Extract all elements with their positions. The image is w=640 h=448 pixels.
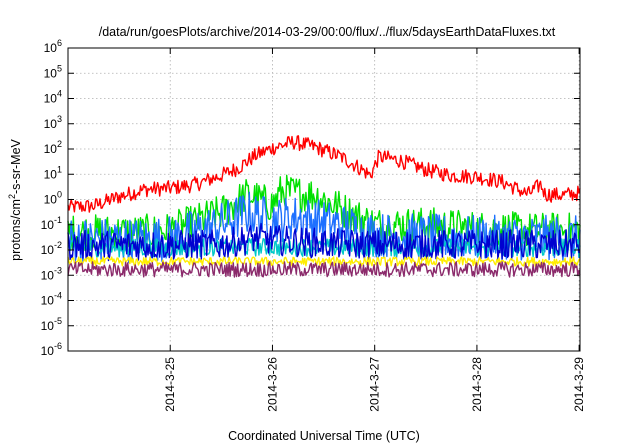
y-tick-label: 10-6 xyxy=(41,341,62,358)
y-tick-label: 106 xyxy=(44,38,62,55)
y-tick-label: 10-1 xyxy=(41,215,62,232)
series-line-6 xyxy=(67,261,581,278)
y-tick-label: 10-5 xyxy=(41,316,62,333)
y-axis-label-sup: 2 xyxy=(7,194,17,199)
y-tick-label: 103 xyxy=(44,114,62,131)
series-layer xyxy=(67,135,581,278)
y-tick-label: 10-2 xyxy=(41,240,62,257)
y-tick-label: 102 xyxy=(44,139,62,156)
y-tick-label: 10-3 xyxy=(41,265,62,282)
x-tick-label: 2014-3-27 xyxy=(368,357,382,412)
y-axis-label-rest: -s-sr-MeV xyxy=(9,138,23,194)
chart-title: /data/run/goesPlots/archive/2014-03-29/0… xyxy=(99,25,556,39)
x-axis-label: Coordinated Universal Time (UTC) xyxy=(228,429,420,443)
y-axis-label-base: protons/cm xyxy=(9,199,23,261)
y-axis-label: protons/cm2-s-sr-MeV xyxy=(7,138,23,260)
x-tick-label: 2014-3-29 xyxy=(572,357,586,412)
y-axis-ticks: 10-6 10-5 10-4 10-3 10-2 10-1 100 101 102 103 104 1… xyxy=(41,38,580,358)
y-tick-label: 101 xyxy=(44,164,62,181)
x-tick-label: 2014-3-26 xyxy=(265,357,279,412)
y-tick-label: 105 xyxy=(44,63,62,80)
x-tick-label: 2014-3-25 xyxy=(163,357,177,412)
y-tick-label: 10-4 xyxy=(41,291,62,308)
series-line-5 xyxy=(67,256,581,267)
series-line-4 xyxy=(67,222,581,262)
series-line-0 xyxy=(67,135,581,213)
grid-layer xyxy=(68,48,580,351)
x-axis-ticks: 2014-3-25 2014-3-26 2014-3-27 2014-3-28 2014… xyxy=(163,48,586,412)
y-tick-label: 104 xyxy=(44,89,62,106)
x-tick-label: 2014-3-28 xyxy=(470,357,484,412)
y-tick-label: 100 xyxy=(44,190,62,207)
